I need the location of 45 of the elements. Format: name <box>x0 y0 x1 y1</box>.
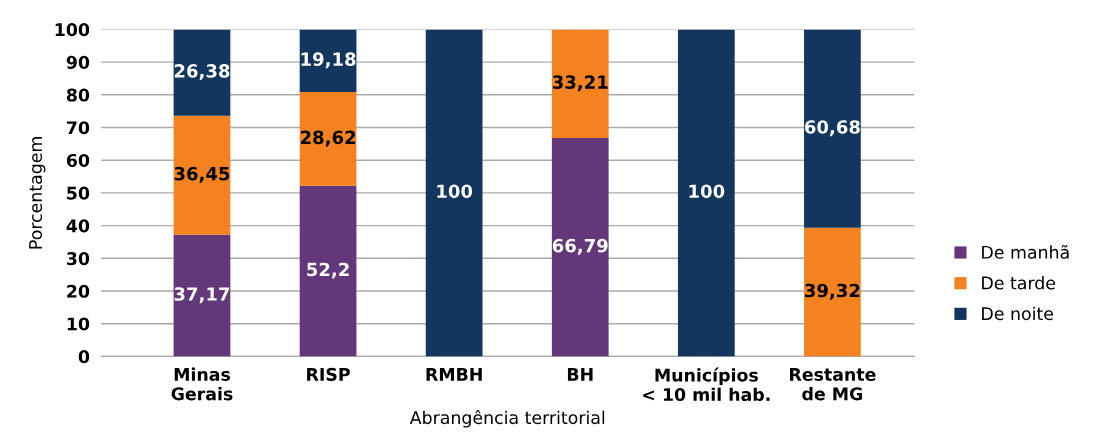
x-tick-label: BH <box>567 368 593 381</box>
data-label: 28,62 <box>300 130 356 147</box>
y-tick-label: 70 <box>67 121 90 135</box>
bar <box>804 227 861 357</box>
data-label: 39,32 <box>805 283 860 300</box>
bar <box>551 137 609 357</box>
y-tick-label: 30 <box>67 252 90 266</box>
data-label: 60,68 <box>804 120 860 137</box>
y-tick-label: 60 <box>66 153 90 168</box>
y-axis-title: Porcentagem <box>29 137 46 249</box>
bar <box>299 92 357 186</box>
legend-label: De manhã <box>982 245 1069 259</box>
x-tick-label: Municípios < 10 mil hab. <box>643 367 770 402</box>
data-label: 66,79 <box>552 238 608 255</box>
x-tick-label: Minas Gerais <box>171 367 233 401</box>
x-tick-label: RMBH <box>426 368 482 381</box>
bar <box>804 29 861 228</box>
legend-label: De noite <box>982 306 1054 321</box>
data-label: 26,38 <box>174 64 230 81</box>
x-tick-label: RISP <box>307 367 350 381</box>
y-tick-label: 40 <box>66 219 90 233</box>
bar <box>299 185 357 357</box>
legend-label: De tarde <box>982 276 1056 290</box>
y-tick-label: 10 <box>67 317 90 331</box>
data-label: 36,45 <box>174 166 230 183</box>
data-label: 52,2 <box>307 262 349 279</box>
x-axis-title: Abrangência territorial <box>409 410 605 428</box>
y-tick-label: 90 <box>66 55 90 69</box>
data-label: 33,21 <box>552 75 608 92</box>
x-tick-label: Restante de MG <box>790 368 876 401</box>
data-label: 100 <box>437 184 473 199</box>
y-tick-label: 20 <box>67 284 90 298</box>
bar <box>677 29 735 357</box>
bar <box>425 29 483 357</box>
bar <box>173 29 231 116</box>
data-label: 100 <box>689 184 725 199</box>
bar <box>173 234 231 357</box>
y-tick-label: 100 <box>55 23 90 37</box>
y-tick-label: 50 <box>67 186 90 200</box>
data-label: 37,17 <box>174 287 230 304</box>
bar <box>551 29 609 138</box>
bar <box>173 115 231 235</box>
y-tick-label: 0 <box>78 350 90 364</box>
y-tick-label: 80 <box>66 88 90 102</box>
data-label: 19,18 <box>301 52 356 69</box>
